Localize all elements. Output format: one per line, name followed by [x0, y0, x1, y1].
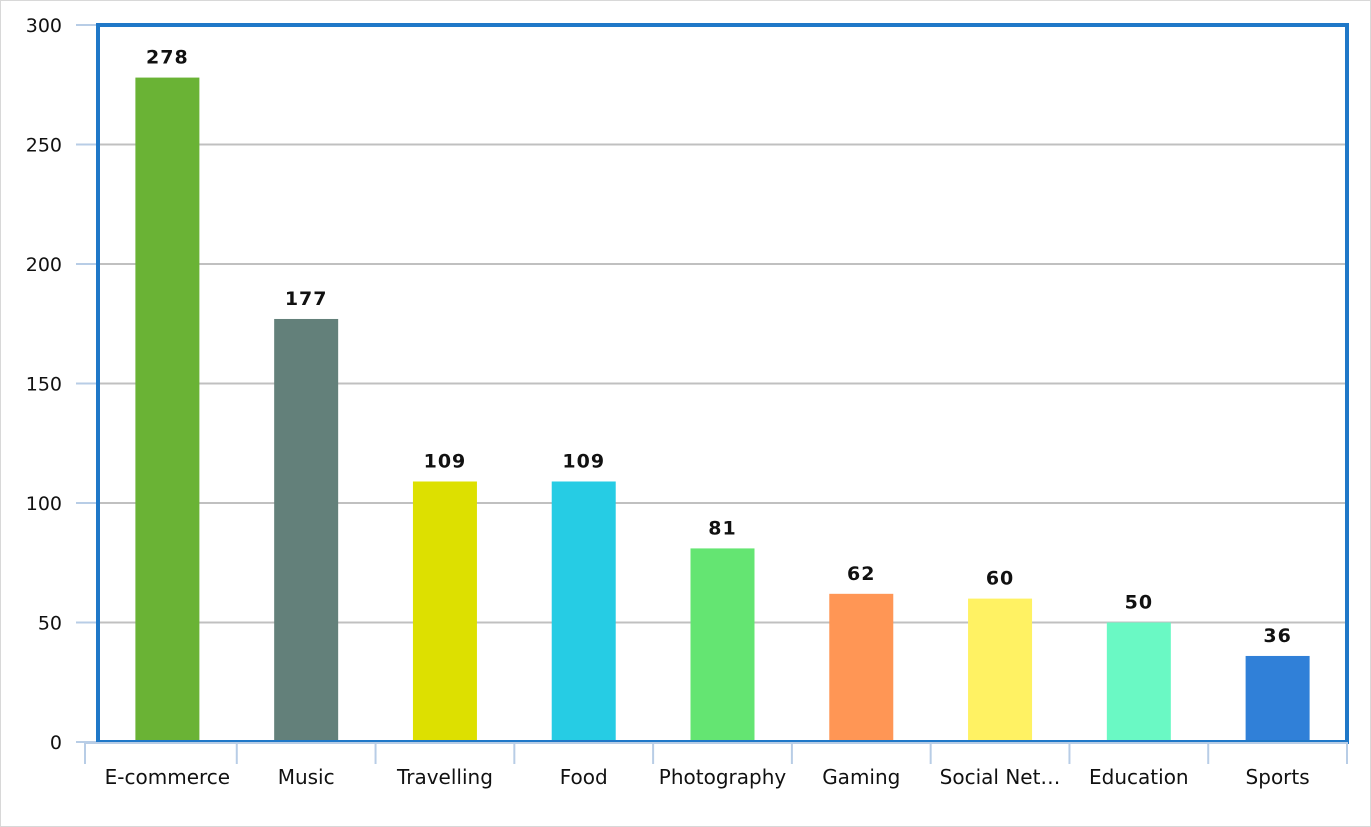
data-label: 36: [1263, 625, 1291, 647]
data-label: 62: [847, 563, 875, 585]
bar-7: [1106, 622, 1171, 742]
y-tick-label: 50: [38, 613, 62, 635]
bar-4: [690, 548, 755, 742]
bar-6: [968, 598, 1033, 742]
y-tick-label: 0: [50, 732, 62, 754]
x-tick-label: Sports: [1246, 765, 1310, 789]
bar-1: [274, 318, 339, 742]
bar-8: [1245, 655, 1310, 742]
data-label: 60: [986, 568, 1014, 590]
bar-3: [551, 481, 616, 742]
y-tick-label: 300: [26, 15, 62, 37]
data-label: 177: [285, 288, 328, 310]
data-label: 109: [562, 450, 605, 472]
y-tick-label: 100: [26, 493, 62, 515]
x-tick-label: Education: [1089, 765, 1189, 789]
y-tick-label: 150: [26, 374, 62, 396]
bar-2: [412, 481, 477, 742]
data-label: 50: [1125, 592, 1153, 614]
y-tick-label: 250: [26, 135, 62, 157]
bar-0: [135, 77, 200, 742]
data-label: 109: [424, 450, 467, 472]
data-label: 278: [146, 47, 189, 69]
x-tick-label: Photography: [659, 765, 787, 789]
x-tick-label: Food: [560, 765, 608, 789]
bar-5: [829, 593, 894, 742]
x-tick-label: Gaming: [822, 765, 900, 789]
y-tick-label: 200: [26, 254, 62, 276]
x-tick-label: Travelling: [396, 765, 493, 789]
x-tick-label: Social Net…: [940, 765, 1061, 789]
data-label: 81: [708, 517, 736, 539]
x-tick-label: E-commerce: [105, 765, 230, 789]
x-tick-label: Music: [278, 765, 335, 789]
